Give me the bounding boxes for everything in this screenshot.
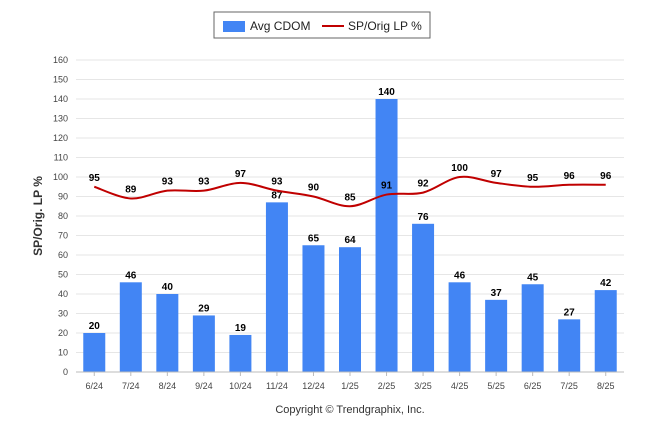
x-tick-label: 5/25	[487, 381, 505, 391]
x-tick-label: 3/25	[414, 381, 432, 391]
legend: Avg CDOM SP/Orig LP %	[213, 11, 431, 39]
line-value-label: 93	[162, 177, 174, 188]
bar	[521, 284, 544, 372]
bar-value-label: 87	[271, 190, 283, 201]
y-tick-label: 20	[58, 328, 68, 338]
bar-value-label: 46	[125, 270, 137, 281]
legend-line-label: SP/Orig LP %	[348, 19, 422, 33]
x-tick-label: 7/24	[122, 381, 140, 391]
x-tick-label: 9/24	[195, 381, 213, 391]
bar	[265, 202, 288, 372]
bar-value-label: 140	[378, 87, 395, 98]
line-value-label: 93	[271, 177, 283, 188]
y-tick-label: 40	[58, 289, 68, 299]
x-tick-label: 11/24	[266, 381, 288, 391]
x-tick-label: 6/25	[524, 381, 542, 391]
copyright-text: Copyright © Trendgraphix, Inc.	[275, 404, 424, 416]
line-value-label: 91	[381, 181, 393, 192]
line-value-label: 96	[600, 171, 612, 182]
bar	[412, 223, 435, 372]
bar	[339, 247, 361, 372]
bar-value-label: 76	[418, 212, 430, 223]
y-tick-label: 10	[58, 348, 68, 358]
bar	[485, 299, 508, 372]
line-labels: 95 89 93 93 97 93 90 85 91 92 100 97 95 96 96	[89, 163, 612, 203]
line-value-label: 97	[235, 169, 247, 180]
line-value-label: 95	[89, 173, 101, 184]
bar-value-label: 45	[527, 272, 539, 283]
line-value-label: 90	[308, 183, 320, 194]
x-tick-label: 8/24	[159, 381, 177, 391]
x-tick-label: 8/25	[597, 381, 615, 391]
bar-value-label: 37	[491, 288, 503, 299]
line-value-label: 92	[418, 179, 430, 190]
x-tick-label: 1/25	[341, 381, 359, 391]
line-value-label: 95	[527, 173, 539, 184]
x-tick-label: 2/25	[378, 381, 396, 391]
line-value-label: 93	[198, 177, 210, 188]
y-tick-label: 110	[54, 153, 68, 163]
y-axis: 0 10 20 30 40 50 60 70 80 90 100 110 120 130 140 150 160	[53, 55, 68, 377]
line-value-label: 85	[344, 192, 356, 203]
x-tick-label: 10/24	[229, 381, 252, 391]
bar	[448, 282, 471, 372]
bar-value-label: 27	[564, 307, 576, 318]
bar	[192, 315, 215, 372]
y-tick-label: 30	[58, 309, 68, 319]
y-tick-label: 160	[53, 55, 68, 65]
bar	[375, 99, 398, 372]
y-tick-label: 70	[58, 231, 68, 241]
y-tick-label: 120	[53, 133, 68, 143]
bar-value-label: 29	[198, 303, 210, 314]
x-tick-label: 7/25	[560, 381, 578, 391]
y-tick-label: 100	[53, 172, 68, 182]
y-tick-label: 80	[58, 211, 68, 221]
y-tick-label: 50	[58, 270, 68, 280]
bar	[156, 294, 179, 372]
bar-value-label: 65	[308, 233, 320, 244]
line-series	[93, 175, 606, 208]
line-value-label: 97	[491, 169, 503, 180]
bar-value-label: 40	[162, 282, 174, 293]
bar-labels: 20 46 40 29 19 87 65 64 140 76 46 37 45 27 42	[89, 87, 612, 334]
bar-value-label: 20	[89, 321, 101, 332]
line-value-label: 100	[451, 163, 468, 174]
legend-bar-label: Avg CDOM	[250, 19, 310, 33]
bar	[594, 290, 617, 372]
bar	[83, 333, 106, 372]
y-tick-label: 140	[53, 94, 68, 104]
y-tick-label: 90	[58, 192, 68, 202]
bar-value-label: 42	[600, 278, 612, 289]
x-axis: 6/24 7/24 8/24 9/24 10/24 11/24 12/24 1/25 2/25 3…	[76, 371, 624, 391]
bar-series	[83, 99, 617, 372]
bar-value-label: 64	[344, 235, 356, 246]
y-tick-label: 0	[63, 367, 68, 377]
x-tick-label: 4/25	[451, 381, 469, 391]
bar-value-label: 46	[454, 270, 466, 281]
bar-value-label: 19	[235, 323, 247, 334]
line-value-label: 89	[125, 184, 137, 195]
bar	[558, 319, 581, 372]
y-axis-label: SP/Orig. LP %	[31, 176, 45, 256]
line-path	[93, 175, 606, 208]
bar	[229, 334, 252, 372]
y-tick-label: 130	[53, 114, 68, 124]
y-tick-label: 60	[58, 250, 68, 260]
x-tick-label: 12/24	[302, 381, 325, 391]
bar	[119, 282, 142, 372]
line-value-label: 96	[564, 171, 576, 182]
bar	[302, 245, 325, 372]
x-tick-label: 6/24	[86, 381, 104, 391]
legend-bar-swatch	[223, 21, 245, 32]
y-tick-label: 150	[53, 75, 68, 85]
